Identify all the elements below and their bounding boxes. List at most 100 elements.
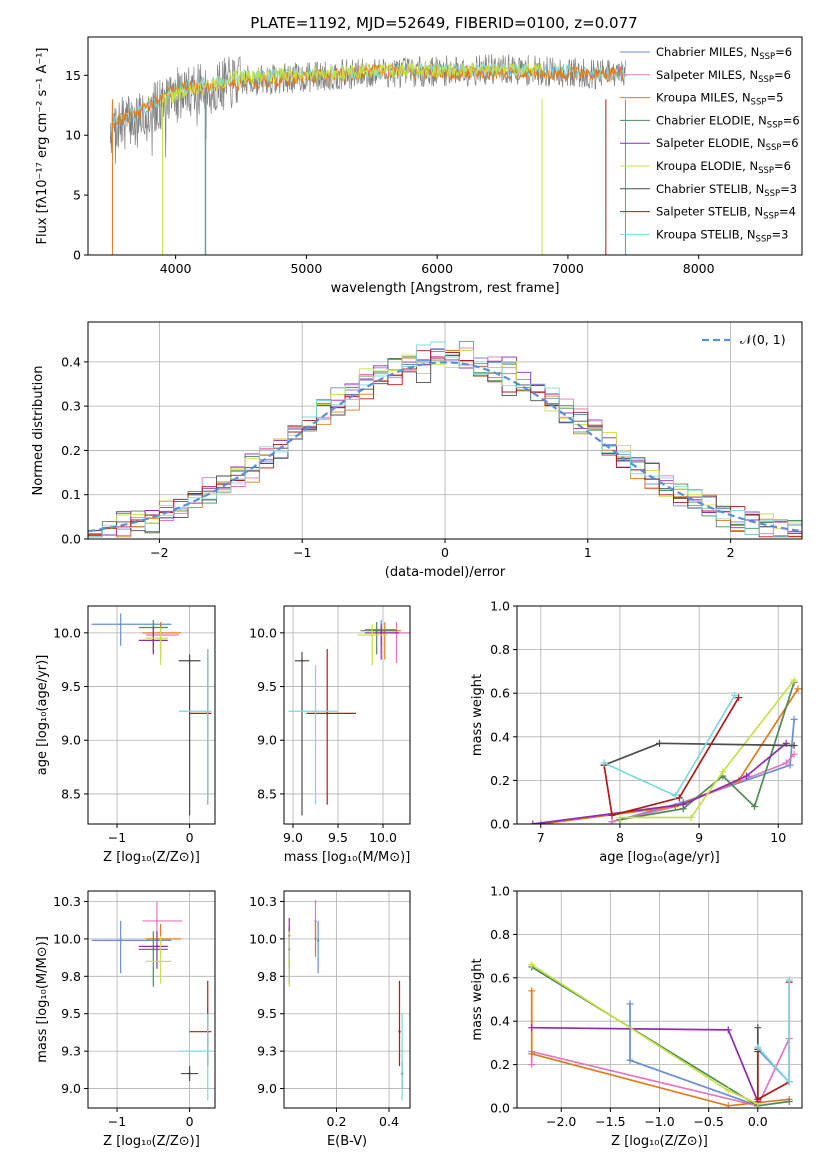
legend-label: Kroupa STELIB, NSSP=3 xyxy=(656,227,788,244)
data-point xyxy=(316,939,320,942)
weight-marker xyxy=(754,1095,762,1103)
x-tick-label: 8 xyxy=(616,830,624,845)
weight-line xyxy=(532,742,787,824)
weight-marker xyxy=(724,1026,732,1034)
data-point xyxy=(159,960,162,963)
data-point xyxy=(188,1072,191,1075)
y-tick-label: 15 xyxy=(65,68,81,83)
y-tick-label: 9.5 xyxy=(257,679,277,694)
spectrum-model-line xyxy=(162,61,542,106)
weight_vs_Z-marks xyxy=(528,961,793,1108)
weight_vs_age-panel: 7 8 9 10 0.0 0.2 0.4 0.6 0.8 1.0 age [log₁₀(age/yr… xyxy=(470,599,803,865)
age_vs_Z-marks xyxy=(91,613,212,816)
weight-marker xyxy=(754,1024,762,1032)
residual_hist-panel: 𝒩(0, 1) −2 −1 0 1 2 0.0 0.1 0.2 0.3 0.4 (data-model… xyxy=(31,321,803,580)
age_vs_Z-panel: −1 0 8.5 9.0 9.5 10.0 Z [log₁₀(Z/Z⊙)] age [log₁… xyxy=(35,605,216,865)
weight-marker xyxy=(794,685,802,693)
y-tick-label: 0.2 xyxy=(490,773,510,788)
axes-frame xyxy=(516,605,803,825)
weight-line xyxy=(540,688,799,824)
x-tick-label: 0 xyxy=(186,1114,194,1129)
weight-marker xyxy=(608,811,616,819)
mass_vs_ebv-marks xyxy=(288,899,404,1101)
x-axis-label: E(B-V) xyxy=(327,1134,367,1149)
data-point xyxy=(400,1049,404,1053)
weight-line xyxy=(530,1038,790,1107)
y-axis-label: Flux [fλ10⁻¹⁷ erg cm⁻² s⁻¹ A⁻¹] xyxy=(35,48,50,245)
x-tick-label: 10 xyxy=(770,830,786,845)
y-tick-label: 10.3 xyxy=(53,894,81,909)
weight-line xyxy=(530,990,790,1107)
y-tick-label: 0.6 xyxy=(490,970,510,985)
legend-label: Chabrier ELODIE, NSSP=6 xyxy=(656,113,800,130)
data-point xyxy=(155,919,159,923)
weight-line xyxy=(611,719,795,823)
x-tick-label: 1 xyxy=(584,545,592,560)
data-point xyxy=(380,631,383,635)
y-tick-label: 0.8 xyxy=(490,927,510,942)
y-tick-label: 10.0 xyxy=(249,931,277,946)
x-tick-label: −1 xyxy=(108,1114,126,1129)
weight-marker xyxy=(626,1000,634,1008)
weight-marker xyxy=(724,1102,732,1108)
weight-marker xyxy=(735,694,743,702)
weight-marker xyxy=(608,818,616,824)
y-tick-label: 1.0 xyxy=(490,599,510,614)
legend-label: Kroupa ELODIE, NSSP=6 xyxy=(656,159,791,176)
axes-frame xyxy=(87,890,216,1109)
data-point xyxy=(314,710,317,713)
figure-title: PLATE=1192, MJD=52649, FIBERID=0100, z=0… xyxy=(250,14,637,32)
histogram-step-line xyxy=(88,341,802,538)
data-point xyxy=(398,1030,401,1033)
x-tick-label: 4000 xyxy=(160,261,192,276)
data-point xyxy=(206,710,209,713)
y-tick-label: 9.0 xyxy=(61,1081,81,1096)
data-point xyxy=(206,1049,209,1053)
y-axis-label: mass weight xyxy=(470,674,485,756)
x-axis-label: (data-model)/error xyxy=(385,565,506,580)
y-tick-label: 0.0 xyxy=(490,817,510,832)
x-tick-label: −1 xyxy=(293,545,311,560)
y-tick-label: 10.0 xyxy=(249,625,277,640)
y-tick-label: 9.0 xyxy=(257,1081,277,1096)
legend-label: Chabrier MILES, NSSP=6 xyxy=(656,45,792,62)
residual_hist-marks xyxy=(88,341,802,538)
y-tick-label: 1.0 xyxy=(490,884,510,899)
age_vs_mass-marks xyxy=(288,619,410,816)
axes-frame xyxy=(283,890,411,1109)
y-tick-label: 0.0 xyxy=(61,532,81,547)
x-tick-label: 2 xyxy=(727,545,735,560)
x-axis-label: mass [log₁₀(M/M⊙)] xyxy=(284,850,411,865)
y-tick-label: 9.5 xyxy=(61,679,81,694)
weight-marker xyxy=(528,1061,536,1069)
y-tick-label: 9.3 xyxy=(61,1044,81,1059)
axes-frame xyxy=(87,605,216,825)
axes-frame xyxy=(283,605,411,825)
x-tick-label: −2.0 xyxy=(546,1114,576,1129)
weight_vs_age-marks xyxy=(529,676,802,824)
x-tick-label: 0.0 xyxy=(748,1114,768,1129)
legend-label: Chabrier STELIB, NSSP=3 xyxy=(656,182,797,199)
y-tick-label: 0.3 xyxy=(61,399,81,414)
data-point xyxy=(300,659,304,662)
weight-marker xyxy=(731,691,739,699)
x-axis-label: wavelength [Angstrom, rest frame] xyxy=(331,281,560,296)
data-point xyxy=(314,937,317,941)
y-axis-label: age [log₁₀(age/yr)] xyxy=(35,655,50,776)
legend-label: 𝒩(0, 1) xyxy=(740,332,786,347)
age_vs_mass-panel: 9.0 9.5 10.0 8.5 9.0 9.5 10.0 mass [log₁₀(M/M⊙)… xyxy=(249,605,411,865)
weight-line xyxy=(603,697,740,817)
weight-marker xyxy=(790,742,798,750)
legend-label: Salpeter ELODIE, NSSP=6 xyxy=(656,136,799,153)
y-tick-label: 0 xyxy=(73,248,81,263)
spectrum-marks xyxy=(109,54,627,255)
weight-marker xyxy=(785,1097,793,1105)
plots-layer: Chabrier MILES, NSSP=6 Salpeter MILES, NS… xyxy=(31,36,803,1149)
x-tick-label: −0.5 xyxy=(693,1114,723,1129)
mass_vs_ebv-panel: 0.2 0.4 9.0 9.3 9.5 9.8 10.0 10.3 E(B-V) xyxy=(249,890,411,1149)
y-tick-label: 8.5 xyxy=(257,786,277,801)
x-tick-label: 0 xyxy=(186,830,194,845)
mass_vs_Z-panel: −1 0 9.0 9.3 9.5 9.8 10.0 10.3 Z [log₁₀(Z/Z⊙)] ma… xyxy=(35,890,216,1149)
x-tick-label: 8000 xyxy=(683,261,715,276)
weight-marker xyxy=(724,1087,732,1095)
